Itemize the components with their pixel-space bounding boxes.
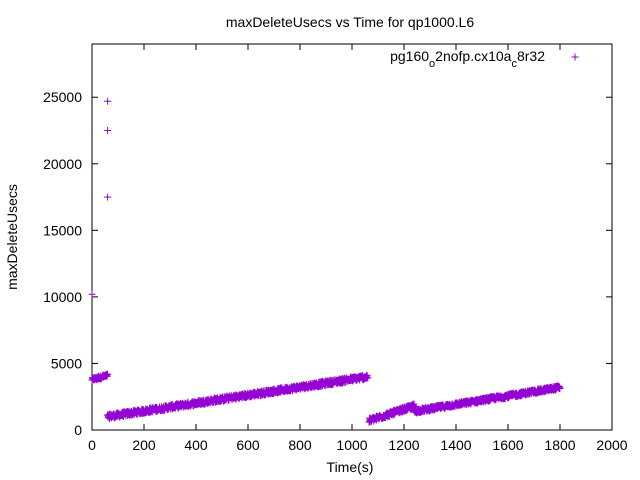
data-point-outlier — [104, 97, 112, 105]
data-point — [104, 370, 112, 378]
x-tick-label: 1800 — [544, 437, 575, 453]
y-tick-label: 0 — [74, 422, 82, 438]
data-point — [556, 384, 564, 392]
x-tick-label: 200 — [132, 437, 156, 453]
data-points — [88, 97, 564, 426]
x-tick-label: 400 — [184, 437, 208, 453]
plot-frame — [91, 43, 613, 431]
x-tick-label: 0 — [88, 437, 96, 453]
x-tick-label: 800 — [288, 437, 312, 453]
y-axis-label: maxDeleteUsecs — [4, 184, 20, 290]
legend: pg160o2nofp.cx10ac8r32 — [390, 48, 579, 70]
x-tick-label: 1000 — [336, 437, 367, 453]
legend-marker — [571, 53, 579, 61]
data-point — [364, 374, 372, 382]
data-point-outlier — [104, 193, 112, 201]
chart-title: maxDeleteUsecs vs Time for qp1000.L6 — [226, 14, 474, 30]
data-point-outlier — [104, 127, 112, 135]
y-axis: 0 5000 10000 15000 20000 25000 — [43, 89, 612, 438]
legend-label: pg160o2nofp.cx10ac8r32 — [390, 48, 545, 70]
x-tick-label: 600 — [236, 437, 260, 453]
y-tick-label: 5000 — [51, 355, 82, 371]
y-tick-label: 15000 — [43, 222, 82, 238]
x-tick-label: 1200 — [388, 437, 419, 453]
y-tick-label: 10000 — [43, 289, 82, 305]
y-tick-label: 25000 — [43, 89, 82, 105]
legend-marker-symbol — [571, 53, 579, 61]
x-axis: 0 200 400 600 800 1000 1200 1400 1600 1800 2000 — [88, 44, 628, 453]
y-tick-label: 20000 — [43, 156, 82, 172]
data-point — [102, 372, 110, 380]
x-tick-label: 2000 — [596, 437, 627, 453]
x-tick-label: 1600 — [492, 437, 523, 453]
x-axis-label: Time(s) — [327, 459, 374, 475]
x-tick-label: 1400 — [440, 437, 471, 453]
data-point-outlier — [88, 290, 96, 298]
